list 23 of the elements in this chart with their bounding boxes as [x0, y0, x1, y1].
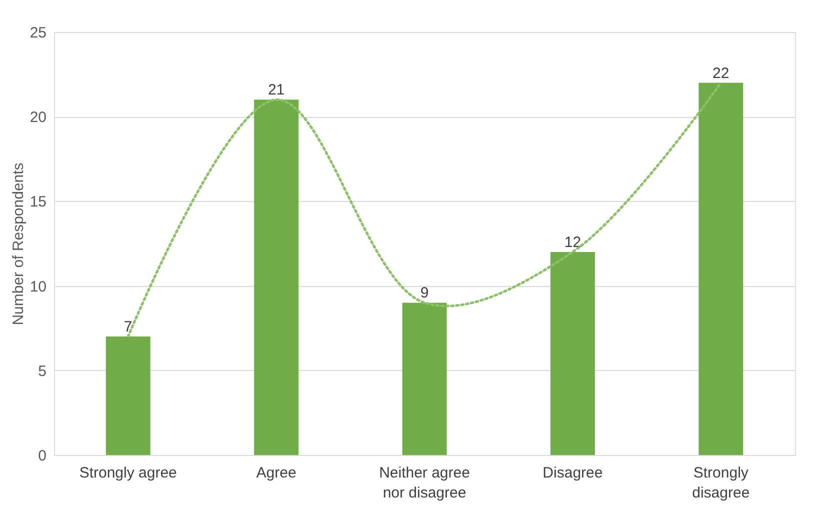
y-tick-label: 0: [38, 448, 46, 464]
y-tick-label: 15: [30, 194, 46, 211]
bar: [402, 302, 447, 455]
data-label: 12: [564, 234, 582, 251]
data-label: 9: [420, 284, 429, 302]
y-axis-title: Number of Respondents: [10, 162, 27, 326]
x-tick-label: Strongly agree: [79, 464, 177, 482]
bar: [106, 336, 150, 455]
bar: [698, 82, 744, 455]
line-series: [126, 82, 722, 338]
y-tick-label: 10: [30, 278, 46, 296]
y-tick-label: 5: [38, 362, 46, 380]
x-tick-label: Disagree: [542, 464, 603, 482]
bar: [550, 252, 595, 455]
bar: [254, 100, 299, 455]
data-label: 7: [124, 318, 132, 336]
data-label: 21: [268, 82, 285, 99]
x-tick-label: Strongly disagree: [692, 464, 750, 502]
y-tick-label: 20: [30, 109, 46, 126]
x-tick-label: Neither agree nor disagree: [379, 464, 470, 502]
y-tick-label: 25: [30, 24, 46, 42]
x-tick-label: Agree: [256, 464, 296, 482]
data-label: 22: [712, 64, 730, 82]
